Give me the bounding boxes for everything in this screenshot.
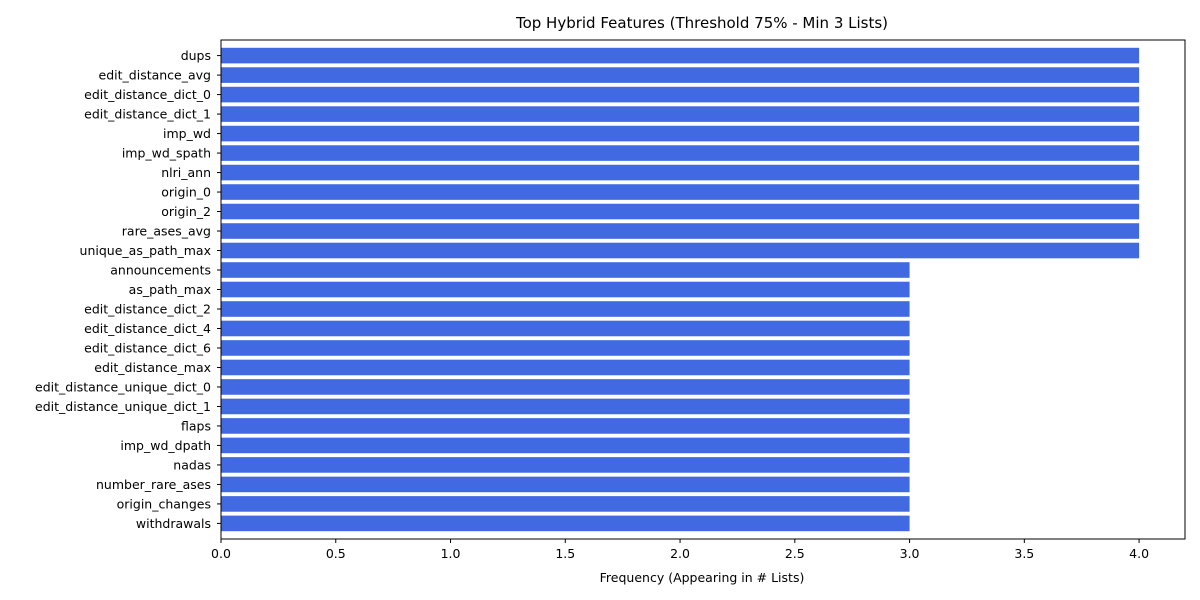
bar-edit-distance-avg: [221, 67, 1140, 83]
y-tick-label: origin_changes: [117, 496, 211, 511]
y-tick-label: edit_distance_avg: [99, 68, 211, 83]
bar-origin-changes: [221, 496, 910, 512]
y-tick-label: origin_2: [161, 204, 211, 219]
x-tick-label: 1.0: [441, 546, 461, 561]
bar-edit-distance-dict-6: [221, 340, 910, 356]
bar-number-rare-ases: [221, 476, 910, 493]
x-tick-label: 3.0: [900, 546, 920, 561]
y-tick-label: number_rare_ases: [96, 477, 211, 492]
bar-unique-as-path-max: [221, 242, 1140, 259]
bar-nadas: [221, 457, 910, 473]
bar-edit-distance-max: [221, 359, 910, 376]
bar-edit-distance-dict-0: [221, 86, 1140, 103]
y-tick-label: edit_distance_max: [94, 360, 211, 375]
bar-imp-wd: [221, 125, 1140, 142]
y-tick-label: edit_distance_dict_0: [84, 87, 211, 102]
y-tick-label: announcements: [110, 263, 211, 278]
y-tick-label: edit_distance_unique_dict_0: [35, 379, 211, 394]
bar-as-path-max: [221, 281, 910, 298]
chart-title: Top Hybrid Features (Threshold 75% - Min…: [515, 14, 888, 32]
x-axis-label: Frequency (Appearing in # Lists): [600, 570, 805, 585]
y-tick-label: flaps: [181, 418, 211, 433]
bar-nlri-ann: [221, 164, 1140, 181]
bar-imp-wd-spath: [221, 145, 1140, 161]
y-tick-label: dups: [181, 48, 211, 63]
x-tick-label: 1.5: [555, 546, 575, 561]
x-axis-ticks: 0.0 0.5 1.0 1.5 2.0 2.5 3.0 3.5 4.0: [211, 539, 1149, 561]
y-tick-label: withdrawals: [136, 516, 211, 531]
bar-imp-wd-dpath: [221, 437, 910, 454]
bar-dups: [221, 47, 1140, 64]
bar-withdrawals: [221, 515, 910, 532]
y-tick-label: nadas: [173, 457, 211, 472]
x-tick-label: 2.5: [785, 546, 805, 561]
bar-origin-2: [221, 203, 1140, 220]
x-tick-label: 0.5: [326, 546, 346, 561]
bar-origin-0: [221, 184, 1140, 200]
bar-rare-ases-avg: [221, 223, 1140, 239]
y-tick-label: origin_0: [161, 185, 211, 200]
y-tick-label: edit_distance_unique_dict_1: [35, 399, 211, 414]
y-tick-label: nlri_ann: [161, 165, 211, 180]
x-tick-label: 4.0: [1129, 546, 1149, 561]
axes-frame: [220, 39, 1186, 540]
y-tick-label: edit_distance_dict_1: [84, 107, 211, 122]
bar-edit-distance-unique-dict-0: [221, 379, 910, 395]
x-tick-label: 0.0: [211, 546, 231, 561]
y-tick-label: edit_distance_dict_4: [84, 321, 211, 336]
y-tick-label: edit_distance_dict_2: [84, 301, 211, 316]
bar-edit-distance-unique-dict-1: [221, 398, 910, 415]
plot-frame: [220, 39, 1186, 540]
x-tick-label: 2.0: [670, 546, 690, 561]
bar-edit-distance-dict-2: [221, 301, 910, 317]
y-tick-label: imp_wd_spath: [122, 146, 211, 161]
bar-edit-distance-dict-4: [221, 320, 910, 337]
y-tick-label: unique_as_path_max: [80, 243, 211, 258]
y-tick-label: rare_ases_avg: [122, 224, 211, 239]
bars-group: [221, 47, 1140, 532]
bar-flaps: [221, 418, 910, 434]
y-tick-label: imp_wd_dpath: [120, 438, 211, 453]
bar-announcements: [221, 262, 910, 278]
y-tick-label: as_path_max: [129, 282, 211, 297]
bar-edit-distance-dict-1: [221, 106, 1140, 122]
y-tick-label: imp_wd: [163, 126, 211, 141]
y-axis-ticks: dups edit_distance_avg edit_distance_dict_…: [35, 48, 221, 531]
x-tick-label: 3.5: [1014, 546, 1034, 561]
y-tick-label: edit_distance_dict_6: [84, 340, 211, 355]
